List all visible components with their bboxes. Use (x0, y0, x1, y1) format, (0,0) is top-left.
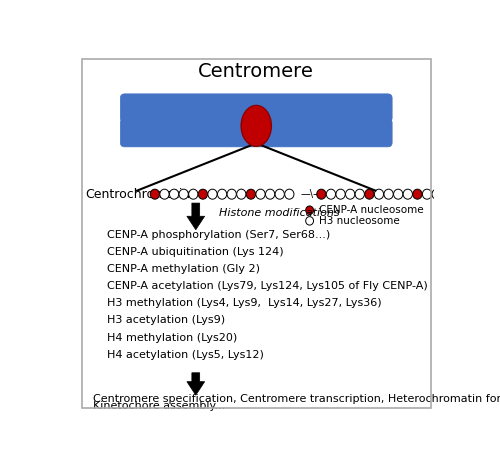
Ellipse shape (236, 189, 246, 199)
Ellipse shape (394, 189, 403, 199)
Ellipse shape (365, 189, 374, 199)
Ellipse shape (246, 189, 256, 199)
Text: CENP-A nucleosome: CENP-A nucleosome (318, 205, 423, 215)
Text: CENP-A acetylation (Lys79, Lys124, Lys105 of Fly CENP-A): CENP-A acetylation (Lys79, Lys124, Lys10… (107, 281, 428, 292)
Text: Kinetochore assembly...: Kinetochore assembly... (92, 401, 225, 411)
Text: H3 methylation (Lys4, Lys9,  Lys14, Lys27, Lys36): H3 methylation (Lys4, Lys9, Lys14, Lys27… (107, 298, 382, 309)
Text: H3 nucleosome: H3 nucleosome (318, 216, 400, 226)
Ellipse shape (218, 189, 226, 199)
Ellipse shape (306, 206, 314, 214)
Polygon shape (187, 373, 204, 395)
Ellipse shape (275, 189, 284, 199)
Ellipse shape (413, 189, 422, 199)
Ellipse shape (422, 189, 432, 199)
Ellipse shape (374, 189, 384, 199)
Text: —\—: —\— (300, 189, 324, 199)
Ellipse shape (346, 189, 355, 199)
FancyBboxPatch shape (120, 119, 392, 147)
Text: H4 acetylation (Lys5, Lys12): H4 acetylation (Lys5, Lys12) (107, 350, 264, 359)
Ellipse shape (384, 189, 393, 199)
Ellipse shape (188, 189, 198, 199)
Text: Centromere specification, Centromere transcription, Heterochromatin formation: Centromere specification, Centromere tra… (92, 395, 500, 404)
Ellipse shape (316, 189, 326, 199)
Ellipse shape (256, 189, 265, 199)
Ellipse shape (160, 189, 169, 199)
Ellipse shape (284, 189, 294, 199)
Ellipse shape (150, 189, 160, 199)
Ellipse shape (227, 189, 236, 199)
Text: H3 acetylation (Lys9): H3 acetylation (Lys9) (107, 316, 225, 325)
Ellipse shape (179, 189, 188, 199)
Ellipse shape (198, 189, 207, 199)
Ellipse shape (355, 189, 364, 199)
Polygon shape (187, 203, 204, 230)
Text: Centrochromatin: Centrochromatin (86, 188, 190, 201)
FancyBboxPatch shape (120, 94, 392, 122)
Ellipse shape (306, 217, 314, 225)
Ellipse shape (208, 189, 217, 199)
Ellipse shape (241, 105, 272, 146)
Text: CENP-A ubiquitination (Lys 124): CENP-A ubiquitination (Lys 124) (107, 247, 284, 257)
Ellipse shape (432, 189, 441, 199)
Ellipse shape (326, 189, 336, 199)
Ellipse shape (266, 189, 274, 199)
Text: CENP-A methylation (Gly 2): CENP-A methylation (Gly 2) (107, 264, 260, 274)
Text: H4 methylation (Lys20): H4 methylation (Lys20) (107, 333, 237, 342)
Text: CENP-A phosphorylation (Ser7, Ser68...): CENP-A phosphorylation (Ser7, Ser68...) (107, 230, 330, 240)
Text: Centromere: Centromere (198, 62, 314, 81)
Ellipse shape (170, 189, 178, 199)
Ellipse shape (403, 189, 412, 199)
Ellipse shape (336, 189, 345, 199)
Text: Histone modifications: Histone modifications (219, 208, 340, 218)
